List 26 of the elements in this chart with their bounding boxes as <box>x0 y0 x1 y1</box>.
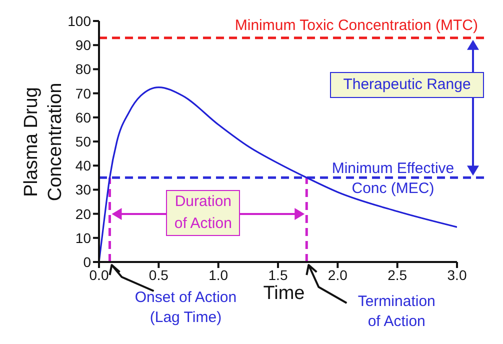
x-tick-label: 2.5 <box>388 266 408 283</box>
y-axis-title: Plasma Drug Concentration <box>20 81 67 203</box>
x-tick-label: 0.0 <box>89 266 109 283</box>
y-tick-label: 100 <box>68 12 92 29</box>
x-tick-label: 1.5 <box>268 266 288 283</box>
y-tick-label: 10 <box>75 230 92 246</box>
x-tick-label: 3.0 <box>447 266 467 283</box>
ref-line-label: Minimum Effective Conc (MEC) <box>330 158 456 199</box>
y-tick-label: 40 <box>75 158 92 174</box>
y-tick-label: 80 <box>75 61 92 78</box>
y-tick-label: 60 <box>75 109 92 126</box>
y-tick-label: 20 <box>75 206 92 222</box>
annotation: Onset of Action (Lag Time) <box>134 288 238 328</box>
y-tick-label: 50 <box>75 133 92 150</box>
y-tick-label: 0 <box>83 254 92 270</box>
annotation: Duration of Action <box>166 190 240 236</box>
y-tick-label: 70 <box>75 85 92 102</box>
ref-line-label: Minimum Toxic Concentration (MTC) <box>234 16 478 34</box>
x-axis-title: Time <box>262 283 306 305</box>
x-tick-label: 2.0 <box>328 266 348 283</box>
x-tick-label: 1.0 <box>208 266 228 283</box>
y-tick-label: 30 <box>75 182 92 198</box>
annotation: Therapeutic Range <box>330 72 484 98</box>
annotation: Termination of Action <box>356 292 436 332</box>
x-tick-label: 0.5 <box>148 266 169 283</box>
y-tick-label: 90 <box>75 37 92 54</box>
